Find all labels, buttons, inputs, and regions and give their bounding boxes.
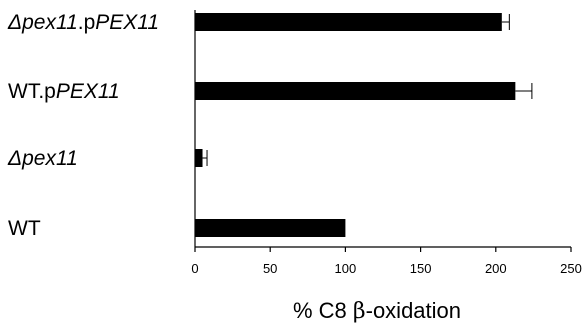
category-label-part: PEX11: [56, 80, 120, 103]
x-axis-title-part: -oxidation: [366, 298, 461, 323]
error-bars-layer: [202, 14, 533, 166]
x-axis-title: % C8 β-oxidation: [293, 298, 461, 324]
category-label-2: Δpex11: [7, 147, 78, 170]
category-label-3: WT: [8, 217, 41, 240]
category-label-0: Δpex11.pPEX11: [7, 11, 159, 34]
x-tick-label-4: 200: [485, 261, 507, 276]
category-label-part: Δpex11: [7, 147, 78, 170]
x-tick-label-5: 250: [560, 261, 582, 276]
x-tick-label-0: 0: [191, 261, 198, 276]
bar-1: [195, 82, 516, 100]
bar-2: [195, 149, 203, 167]
category-label-part: Δpex11: [7, 11, 78, 34]
category-label-1: WT.pPEX11: [8, 80, 120, 103]
x-tick-label-1: 50: [263, 261, 277, 276]
beta-symbol: β: [353, 299, 366, 324]
x-axis-title-part: % C8: [293, 298, 353, 323]
category-label-part: WT.p: [8, 80, 56, 103]
x-axis-ticks: 0 50 100 150 200 250: [191, 247, 582, 276]
x-tick-label-2: 100: [335, 261, 357, 276]
bar-3: [195, 219, 346, 237]
category-label-part: WT: [8, 217, 41, 240]
error-bar-2: [202, 150, 208, 166]
category-label-part: PEX11: [95, 11, 159, 34]
category-label-part: .p: [78, 11, 96, 34]
bar-0: [195, 13, 502, 31]
error-bar-0: [501, 14, 510, 30]
bars-layer: [195, 13, 516, 237]
x-tick-label-3: 150: [410, 261, 432, 276]
error-bar-1: [515, 83, 533, 99]
